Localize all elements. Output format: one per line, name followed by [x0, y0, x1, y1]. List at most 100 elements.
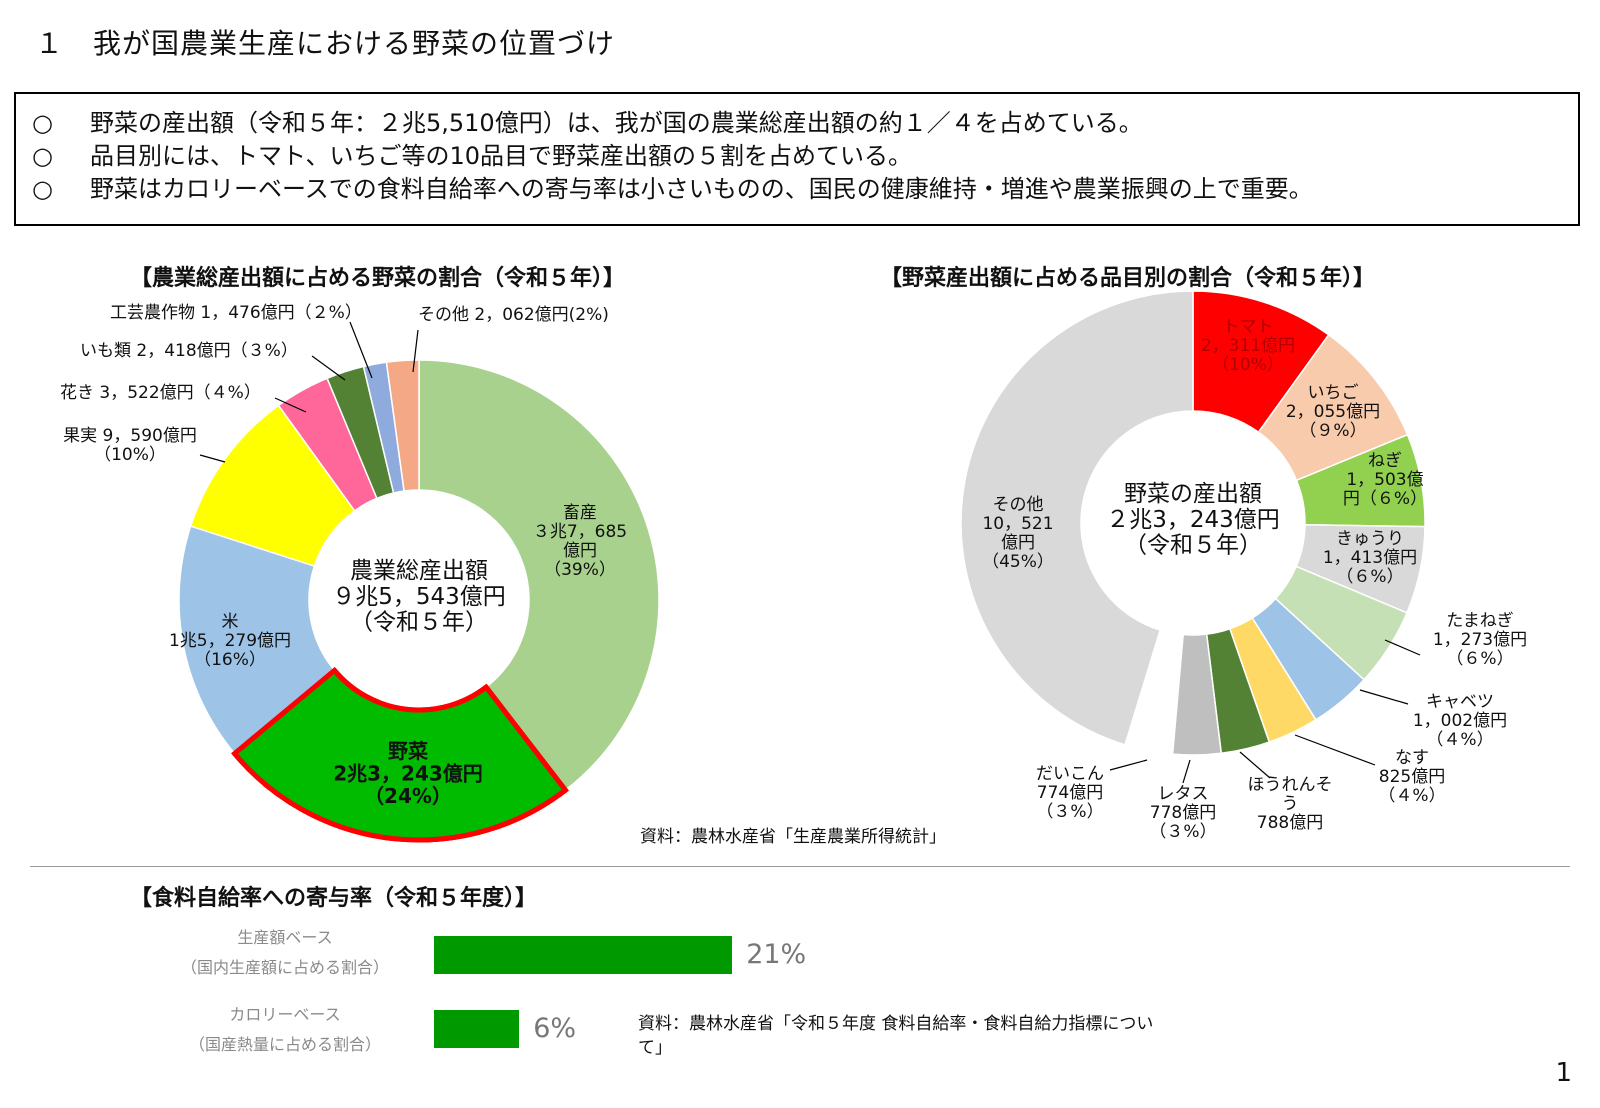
bar-value-label-2: 6%: [533, 1013, 577, 1044]
pie2-label-2-line-1: いちご: [1308, 383, 1359, 403]
pie1-leader-7: [349, 321, 373, 379]
bullet-mark: ○: [32, 175, 53, 203]
pie1-label-6-line-1: いも類 2，418億円（３%）: [80, 341, 298, 361]
pie1-title: 【農業総産出額に占める野菜の割合（令和５年）】: [130, 266, 626, 291]
pie2-leader-10: [1109, 759, 1148, 771]
pie1-slice-1: [418, 359, 660, 791]
pie2-label-9-line-3: （３%）: [1149, 822, 1216, 842]
pie1-center-label-line-3: （令和５年）: [350, 610, 488, 636]
pie1-highlight-outline: [231, 666, 569, 843]
pie2-title: 【野菜産出額に占める品目別の割合（令和５年）】: [880, 266, 1376, 291]
summary-box: ○ 野菜の産出額（令和５年：２兆5,510億円）は、我が国の農業総産出額の約１／４…: [14, 92, 1580, 226]
pie2-label-11-line-4: （45%）: [982, 552, 1054, 572]
pie1-label-2-line-2: 2兆3，243億円: [333, 761, 483, 785]
summary-line-1: ○ 野菜の産出額（令和５年：２兆5,510億円）は、我が国の農業総産出額の約１／４…: [32, 108, 1143, 138]
pie2-label-9-line-1: レタス: [1158, 784, 1209, 804]
pie2-center-label-line-2: ２兆3，243億円: [1106, 507, 1280, 533]
summary-text-1: 野菜の産出額（令和５年：２兆5,510億円）は、我が国の農業総産出額の約１／４を…: [90, 109, 1143, 137]
bar-category-2: カロリーベース （国産熱量に占める割合）: [155, 1000, 415, 1060]
bar-category-2-line1: カロリーベース: [229, 1005, 341, 1024]
pie2-label-1-line-3: （10%）: [1212, 355, 1284, 375]
pie1-leader-5: [274, 397, 307, 413]
pie1-center-label-line-1: 農業総産出額: [350, 558, 488, 584]
pie1-label-1-line-3: 億円: [563, 541, 597, 561]
pie2-leader-5: [1384, 639, 1421, 656]
pie2-label-4-line-2: 1，413億円: [1323, 548, 1417, 568]
pie1-leader-4: [199, 454, 226, 463]
pie2-label-4-line-1: きゅうり: [1336, 529, 1404, 549]
pie2-label-8-line-3: 788億円: [1257, 813, 1323, 833]
pie2-leader-8: [1239, 751, 1271, 779]
pie2-label-5-line-3: （６%）: [1446, 649, 1513, 669]
pie2-leader-6: [1359, 689, 1409, 705]
pie2-center-label-line-1: 野菜の産出額: [1124, 481, 1262, 507]
section-divider: [30, 866, 1570, 867]
pie2-leader-9: [1182, 759, 1191, 784]
pie2-label-10-line-3: （３%）: [1036, 802, 1103, 822]
pie2-label-8-line-2: う: [1282, 794, 1299, 814]
bar-source-line2: て」: [638, 1038, 672, 1058]
pie-source: 資料：農林水産省「生産農業所得統計」: [640, 827, 946, 847]
pie2-label-1-line-1: トマト: [1223, 317, 1274, 337]
pie2-label-7-line-3: （４%）: [1378, 786, 1445, 806]
pie2-leader-7: [1294, 734, 1376, 766]
pie2-label-5-line-1: たまねぎ: [1446, 611, 1514, 631]
bar-source: 資料：農林水産省「令和５年度 食料自給率・食料自給力指標につい て」: [638, 1012, 1153, 1060]
pie1-label-8-line-1: その他 2，062億円(2%): [418, 305, 609, 325]
page-number: 1: [1555, 1058, 1572, 1088]
pie1-label-2-line-3: （24%）: [364, 784, 452, 808]
pie2-label-2-line-3: （９%）: [1299, 421, 1366, 441]
pie2-label-11-line-2: 10，521: [982, 514, 1053, 534]
pie1-label-1-line-2: ３兆7，685: [533, 522, 627, 542]
pie2-label-1-line-2: 2，311億円: [1201, 336, 1295, 356]
pie1-label-4-line-2: （10%）: [94, 445, 166, 465]
pie2-label-11-line-3: 億円: [1001, 533, 1035, 553]
pie2-label-6-line-1: キャベツ: [1426, 692, 1494, 712]
bar-calorie-base: [434, 1010, 520, 1048]
summary-text-2: 品目別には、トマト、いちご等の10品目で野菜産出額の５割を占めている。: [90, 142, 913, 170]
pie2-label-7-line-1: なす: [1395, 748, 1429, 768]
pie1-label-1-line-1: 畜産: [563, 503, 597, 523]
pie2-center-label-line-3: （令和５年）: [1124, 533, 1262, 559]
pie2-label-10-line-1: だいこん: [1036, 764, 1104, 784]
pie2-label-2-line-2: 2，055億円: [1286, 402, 1380, 422]
bar-chart-title: 【食料自給率への寄与率（令和５年度）】: [130, 886, 538, 911]
pie1-slice-8: [385, 359, 420, 492]
pie1-label-3-line-2: 1兆5，279億円: [169, 631, 291, 651]
pie2-label-3-line-2: 1，503億: [1346, 470, 1423, 490]
pie1-label-7-line-1: 工芸農作物 1，476億円（２%）: [110, 303, 362, 323]
summary-text-3: 野菜はカロリーベースでの食料自給率への寄与率は小さいものの、国民の健康維持・増進…: [90, 175, 1313, 203]
summary-line-2: ○ 品目別には、トマト、いちご等の10品目で野菜産出額の５割を占めている。: [32, 141, 912, 171]
bar-source-line1: 資料：農林水産省「令和５年度 食料自給率・食料自給力指標につい: [638, 1014, 1154, 1034]
pie2-label-9-line-2: 778億円: [1150, 803, 1216, 823]
pie2-label-6-line-2: 1，002億円: [1413, 711, 1507, 731]
pie1-label-4-line-1: 果実 9，590億円: [63, 426, 197, 446]
summary-line-3: ○ 野菜はカロリーベースでの食料自給率への寄与率は小さいものの、国民の健康維持・増…: [32, 174, 1313, 204]
bar-category-1-line1: 生産額ベース: [237, 928, 333, 947]
page-title: １ 我が国農業生産における野菜の位置づけ: [35, 27, 616, 60]
bullet-mark: ○: [32, 142, 53, 170]
pie1-slice-3: [178, 525, 336, 755]
pie2-label-6-line-3: （４%）: [1426, 730, 1493, 750]
pie2-label-7-line-2: 825億円: [1379, 767, 1445, 787]
pie2-label-3-line-1: ねぎ: [1368, 451, 1402, 471]
pie2-label-3-line-3: 円（６%）: [1343, 489, 1427, 509]
pie1-label-1-line-4: （39%）: [544, 560, 616, 580]
pie2-label-10-line-2: 774億円: [1037, 783, 1103, 803]
pie1-center-label-line-2: ９兆5，543億円: [332, 584, 506, 610]
bar-production-value: [434, 936, 733, 974]
pie2-label-11-line-1: その他: [993, 495, 1044, 515]
pie2-slice-11: [960, 290, 1194, 746]
pie2-label-8-line-1: ほうれんそ: [1248, 775, 1333, 795]
bar-value-label-1: 21%: [746, 939, 807, 970]
pie1-label-3-line-3: （16%）: [194, 650, 266, 670]
pie2-label-4-line-3: （６%）: [1336, 567, 1403, 587]
pie1-label-2-line-1: 野菜: [388, 739, 428, 763]
pie1-leader-6: [311, 355, 346, 381]
pie1-leader-8: [412, 329, 419, 373]
bullet-mark: ○: [32, 109, 53, 137]
bar-category-2-line2: （国産熱量に占める割合）: [188, 1035, 381, 1054]
bar-category-1: 生産額ベース （国内生産額に占める割合）: [155, 923, 415, 983]
pie1-label-5-line-1: 花き 3，522億円（４%）: [60, 383, 261, 403]
